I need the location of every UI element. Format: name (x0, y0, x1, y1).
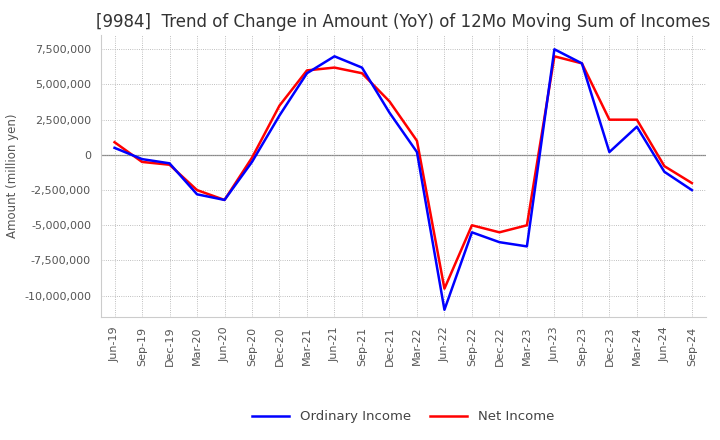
Ordinary Income (523, 244, 531, 249)
Net Income (248, 155, 256, 160)
Net Income (605, 117, 613, 122)
Net Income (633, 117, 642, 122)
Ordinary Income (550, 47, 559, 52)
Net Income (440, 286, 449, 291)
Ordinary Income (495, 239, 504, 245)
Ordinary Income (275, 113, 284, 118)
Ordinary Income (605, 150, 613, 155)
Ordinary Income (110, 145, 119, 150)
Net Income (110, 139, 119, 145)
Net Income (330, 65, 339, 70)
Ordinary Income (358, 65, 366, 70)
Ordinary Income (220, 197, 229, 202)
Ordinary Income (138, 157, 146, 162)
Ordinary Income (193, 192, 202, 197)
Ordinary Income (330, 54, 339, 59)
Ordinary Income (302, 70, 311, 76)
Ordinary Income (577, 61, 586, 66)
Ordinary Income (688, 187, 696, 193)
Ordinary Income (633, 124, 642, 129)
Ordinary Income (467, 230, 476, 235)
Ordinary Income (660, 169, 669, 174)
Ordinary Income (165, 161, 174, 166)
Net Income (193, 187, 202, 193)
Legend: Ordinary Income, Net Income: Ordinary Income, Net Income (247, 405, 559, 429)
Net Income (385, 99, 394, 104)
Line: Net Income: Net Income (114, 56, 692, 289)
Y-axis label: Amount (million yen): Amount (million yen) (6, 114, 19, 238)
Net Income (550, 54, 559, 59)
Net Income (220, 197, 229, 202)
Net Income (467, 223, 476, 228)
Net Income (495, 230, 504, 235)
Net Income (302, 68, 311, 73)
Net Income (138, 159, 146, 165)
Net Income (577, 61, 586, 66)
Ordinary Income (385, 110, 394, 115)
Net Income (275, 103, 284, 108)
Net Income (688, 180, 696, 186)
Ordinary Income (413, 150, 421, 155)
Net Income (660, 164, 669, 169)
Line: Ordinary Income: Ordinary Income (114, 49, 692, 310)
Net Income (165, 162, 174, 167)
Ordinary Income (440, 307, 449, 312)
Net Income (358, 70, 366, 76)
Net Income (523, 223, 531, 228)
Ordinary Income (248, 159, 256, 165)
Title: [9984]  Trend of Change in Amount (YoY) of 12Mo Moving Sum of Incomes: [9984] Trend of Change in Amount (YoY) o… (96, 13, 711, 31)
Net Income (413, 138, 421, 143)
